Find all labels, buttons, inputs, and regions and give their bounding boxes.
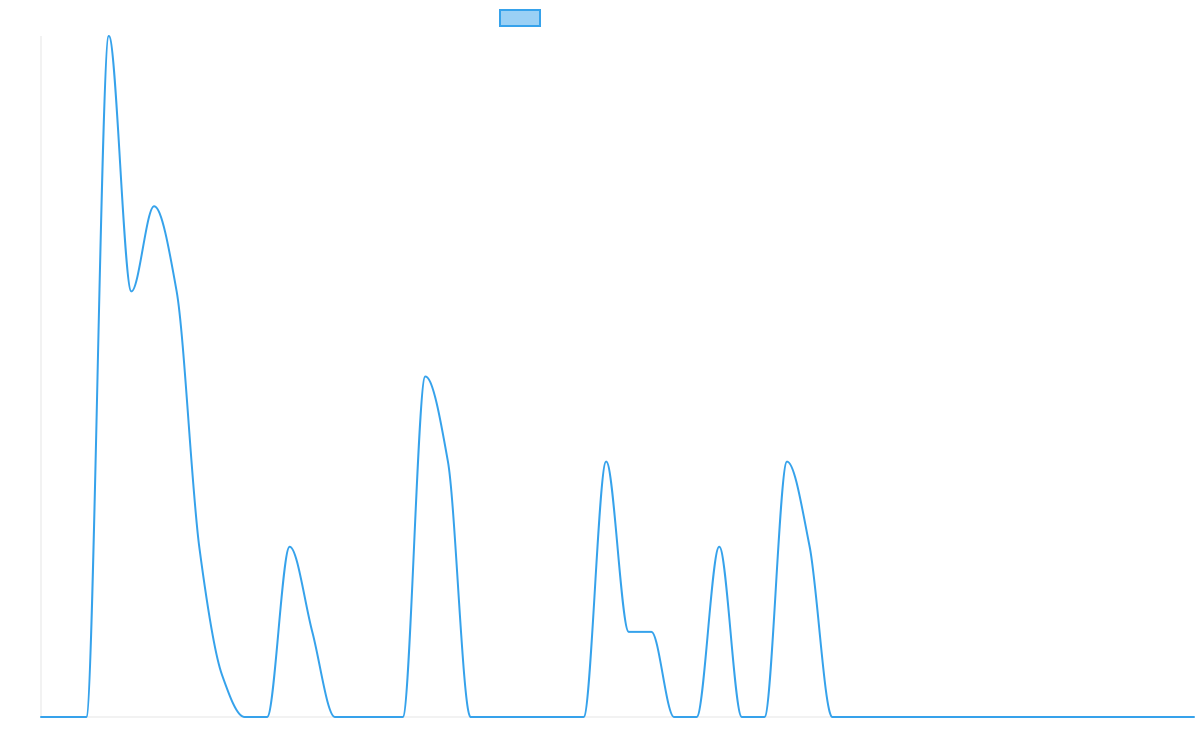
legend-swatch[interactable] — [499, 9, 541, 27]
series-layer — [40, 35, 1195, 719]
series-line-0 — [40, 35, 1195, 719]
legend[interactable] — [499, 9, 541, 27]
